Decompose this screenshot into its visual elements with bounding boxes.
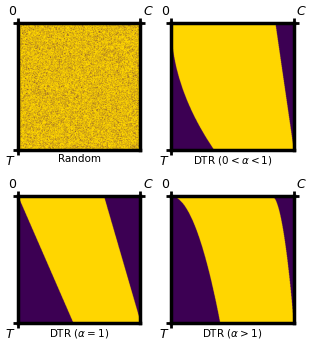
Text: 0: 0 (161, 5, 169, 18)
Text: 0: 0 (8, 178, 16, 191)
X-axis label: Random: Random (58, 154, 101, 164)
Text: $C$: $C$ (296, 5, 307, 18)
X-axis label: DTR $(\alpha > 1)$: DTR $(\alpha > 1)$ (202, 327, 263, 340)
Text: $T$: $T$ (5, 155, 16, 168)
Text: $T$: $T$ (158, 155, 169, 168)
Text: $C$: $C$ (143, 5, 154, 18)
Text: 0: 0 (8, 5, 16, 18)
Text: 0: 0 (161, 178, 169, 191)
X-axis label: DTR $(0 < \alpha < 1)$: DTR $(0 < \alpha < 1)$ (193, 154, 272, 167)
Text: $T$: $T$ (5, 328, 16, 341)
Text: $C$: $C$ (143, 178, 154, 191)
Text: $C$: $C$ (296, 178, 307, 191)
X-axis label: DTR $(\alpha = 1)$: DTR $(\alpha = 1)$ (49, 327, 109, 340)
Text: $T$: $T$ (158, 328, 169, 341)
